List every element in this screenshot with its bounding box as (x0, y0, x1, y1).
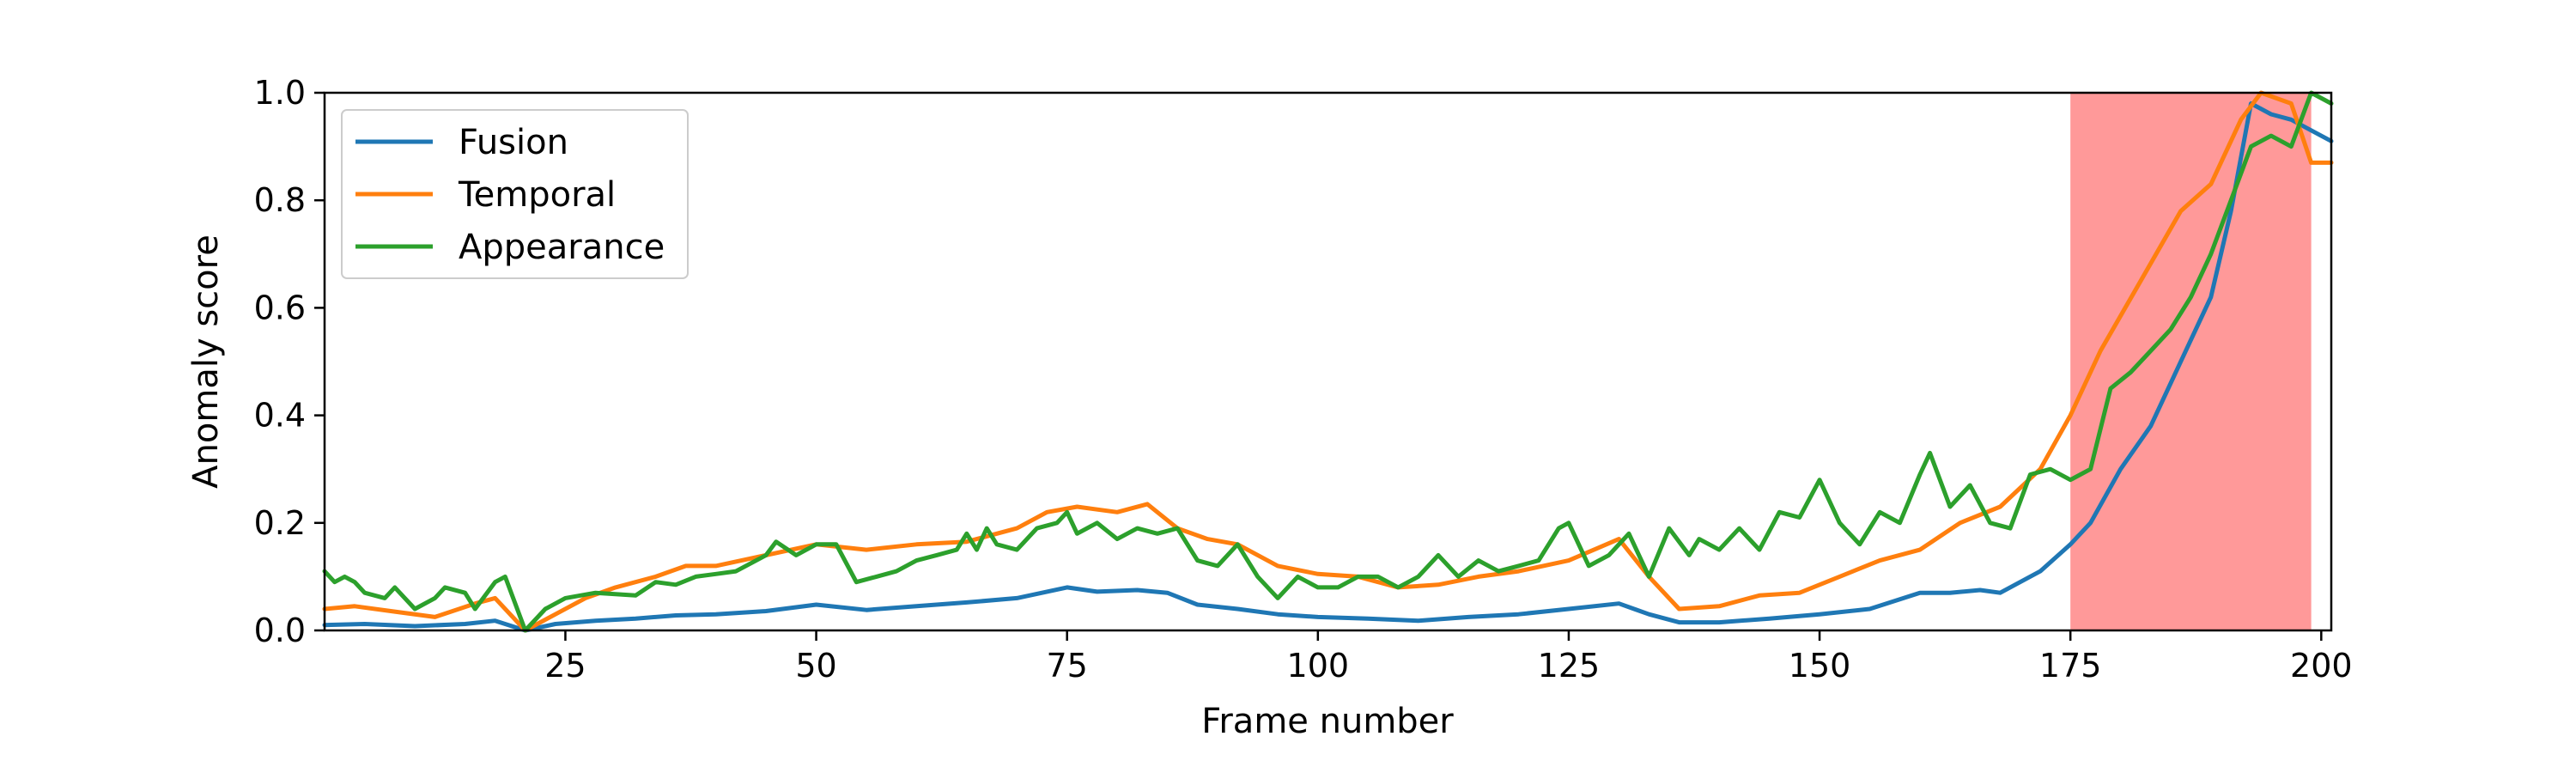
x-tick-label: 75 (1047, 647, 1088, 685)
legend-label: Temporal (458, 175, 616, 215)
y-tick-label: 1.0 (254, 74, 306, 112)
x-tick-label: 125 (1538, 647, 1601, 685)
x-axis: 25 50 75 100 125 150 175 200 (544, 630, 2353, 685)
x-tick-label: 50 (795, 647, 836, 685)
series-line-fusion (322, 101, 2334, 633)
legend-label: Fusion (459, 123, 568, 162)
y-tick-label: 0.0 (254, 612, 306, 649)
x-tick-label: 150 (1789, 647, 1851, 685)
y-axis-title: Anomaly score (186, 234, 226, 489)
x-tick-label: 175 (2039, 647, 2102, 685)
y-tick-label: 0.2 (254, 504, 306, 542)
legend-box (341, 109, 689, 279)
series-layer (322, 90, 2334, 633)
series-line-temporal (322, 90, 2334, 633)
y-axis: 0.0 0.2 0.4 0.6 0.8 1.0 (254, 74, 325, 649)
y-tick-label: 0.8 (254, 181, 306, 219)
x-axis-title: Frame number (1201, 702, 1454, 741)
plot-frame (323, 91, 2333, 632)
legend: Fusion Temporal Appearance (341, 109, 689, 279)
series-line-appearance (322, 90, 2334, 633)
y-tick-label: 0.6 (254, 289, 306, 326)
anomaly-region-shading (2070, 93, 2312, 630)
y-tick-label: 0.4 (254, 397, 306, 435)
x-tick-label: 200 (2290, 647, 2353, 685)
x-tick-label: 100 (1287, 647, 1350, 685)
x-tick-label: 25 (544, 647, 586, 685)
legend-label: Appearance (459, 228, 665, 267)
